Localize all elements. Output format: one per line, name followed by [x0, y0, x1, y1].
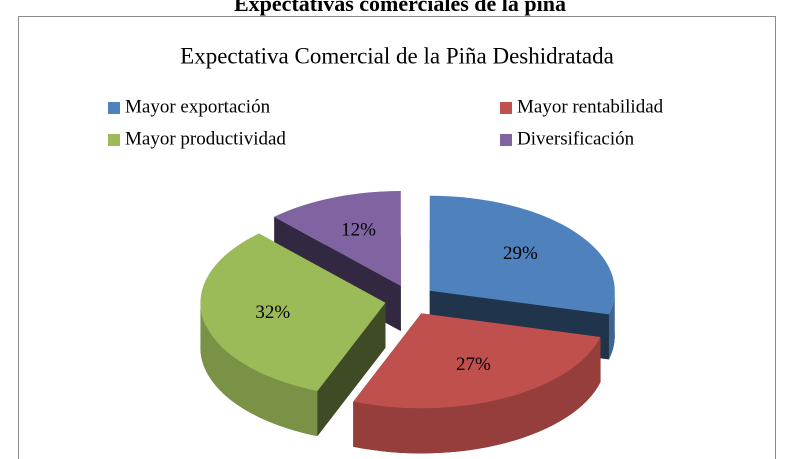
- data-label: 12%: [341, 220, 376, 241]
- legend-label: Mayor exportación: [125, 96, 271, 117]
- legend-swatch: [500, 102, 512, 114]
- legend-swatch: [500, 134, 512, 146]
- slice: [274, 191, 401, 287]
- slice: [429, 195, 615, 315]
- legend-label: Mayor productividad: [125, 128, 286, 149]
- slice-side: [608, 290, 615, 360]
- data-label: 32%: [255, 302, 290, 323]
- legend-label: Diversificación: [517, 128, 635, 149]
- slice-side: [353, 336, 601, 454]
- slice: [353, 313, 601, 409]
- data-label: 27%: [456, 354, 491, 375]
- caption: Expectativas comerciales de la piña: [234, 0, 566, 16]
- legend-swatch: [108, 134, 120, 146]
- slice: [200, 233, 386, 392]
- data-label: 29%: [503, 243, 538, 264]
- slice-side: [200, 302, 318, 437]
- legend-swatch: [108, 102, 120, 114]
- chart-title: Expectativa Comercial de la Piña Deshidr…: [180, 43, 614, 68]
- legend-label: Mayor rentabilidad: [517, 96, 664, 117]
